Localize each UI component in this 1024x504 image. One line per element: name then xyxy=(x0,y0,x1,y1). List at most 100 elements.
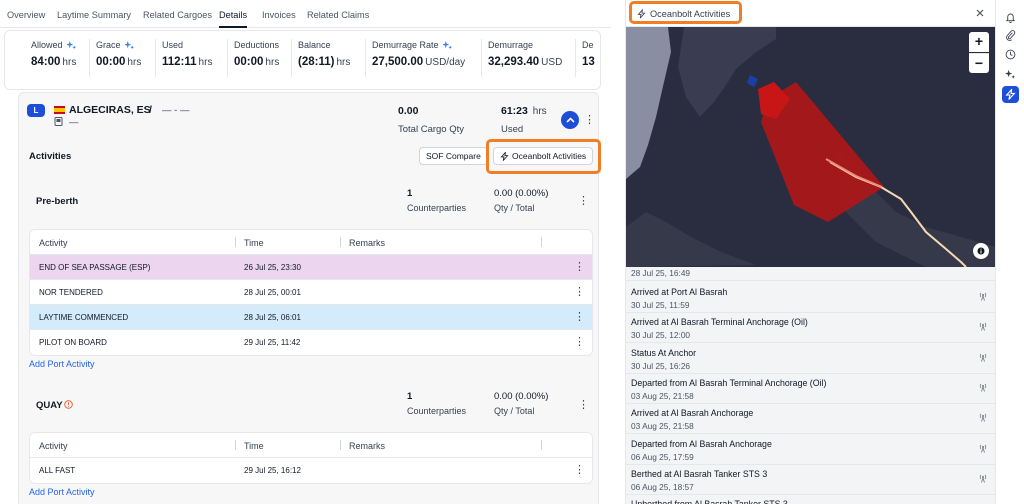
activity-time: 29 Jul 25, 11:42 xyxy=(244,338,301,347)
panel-header: Oceanbolt Activities xyxy=(626,0,995,27)
collapse-port-button[interactable] xyxy=(561,111,579,129)
tab-bar: Overview Laytime Summary Related Cargoes… xyxy=(0,0,611,28)
table-row[interactable]: END OF SEA PASSAGE (ESP) 26 Jul 25, 23:30… xyxy=(30,255,592,280)
port-used-label: Used xyxy=(501,124,524,135)
add-port-activity-link-quay[interactable]: Add Port Activity xyxy=(29,487,95,497)
event-title: Departed from Al Basrah Anchorage xyxy=(631,438,772,449)
table-row[interactable]: ALL FAST 29 Jul 25, 16:12 ⋮ xyxy=(30,458,592,483)
tab-related-cargoes[interactable]: Related Cargoes xyxy=(143,10,212,20)
metric-value: 00:00 xyxy=(234,56,264,68)
row-menu-button[interactable]: ⋮ xyxy=(574,311,585,323)
pre-berth-qty-value: 0.00 (0.00%) xyxy=(494,188,549,199)
event-item[interactable]: Arrived at Port Al Basrah 30 Jul 25, 11:5… xyxy=(626,283,995,313)
notifications-button[interactable] xyxy=(1002,9,1019,26)
metric-value: 00:00 xyxy=(96,56,126,68)
ais-signal-icon xyxy=(979,323,987,331)
sparkle-icon xyxy=(442,40,452,49)
metric-label: Balance xyxy=(298,40,331,50)
oceanbolt-rail-button[interactable] xyxy=(1002,86,1019,103)
event-item[interactable]: Departed from Al Basrah Anchorage 06 Aug … xyxy=(626,435,995,465)
activity-time: 29 Jul 25, 16:12 xyxy=(244,466,301,475)
metric-label: Deductions xyxy=(234,40,280,50)
metric-allowed: Allowed 84:00 hrs xyxy=(25,39,76,77)
tab-overview[interactable]: Overview xyxy=(7,10,46,20)
activity-name: PILOT ON BOARD xyxy=(39,338,107,347)
zoom-in-button[interactable]: + xyxy=(969,32,989,52)
metric-unit: hrs xyxy=(336,57,351,68)
ai-assist-button[interactable] xyxy=(1002,66,1019,83)
vessel-map[interactable]: + − xyxy=(626,27,995,267)
map-land-north xyxy=(678,27,776,117)
activities-title: Activities xyxy=(29,151,72,162)
metric-value: 84:00 xyxy=(31,56,61,68)
event-date: 06 Aug 25, 17:59 xyxy=(631,451,694,462)
metric-value: (28:11) xyxy=(298,56,335,68)
row-menu-button[interactable]: ⋮ xyxy=(574,286,585,298)
port-type-badge: L xyxy=(27,104,45,117)
table-row[interactable]: PILOT ON BOARD 29 Jul 25, 11:42 ⋮ xyxy=(30,330,592,355)
event-title: Departed from Al Basrah Terminal Anchora… xyxy=(631,377,827,388)
port-menu-button[interactable]: ⋮ xyxy=(584,114,595,126)
tab-invoices[interactable]: Invoices xyxy=(262,10,296,20)
attachments-button[interactable] xyxy=(1002,27,1019,44)
zoom-out-button[interactable]: − xyxy=(969,53,989,73)
activity-name: ALL FAST xyxy=(39,466,76,475)
table-row[interactable]: LAYTIME COMMENCED 28 Jul 25, 06:01 ⋮ xyxy=(30,305,592,330)
sparkle-icon xyxy=(66,40,76,49)
ais-signal-icon xyxy=(979,383,987,392)
event-date: 30 Jul 25, 12:00 xyxy=(631,330,691,341)
column-time: Time xyxy=(244,441,264,451)
chevron-up-icon xyxy=(565,117,575,123)
tab-laytime-summary[interactable]: Laytime Summary xyxy=(57,10,132,20)
cargo-qty-value: 0.00 xyxy=(398,105,419,117)
pre-berth-counterparties-value: 1 xyxy=(407,188,413,199)
event-item[interactable]: Arrived at Al Basrah Terminal Anchorage … xyxy=(626,313,995,344)
port-card-algeciras: L ALGECIRAS, ES / — - — — 0.00 Total Car… xyxy=(18,92,601,504)
metric-value: 27,500.00 xyxy=(372,56,424,68)
port-name: ALGECIRAS, ES xyxy=(69,104,151,116)
sparkle-icon xyxy=(124,40,134,49)
history-button[interactable] xyxy=(1002,46,1019,63)
close-icon[interactable] xyxy=(975,8,985,18)
oceanbolt-activities-label: Oceanbolt Activities xyxy=(512,151,587,161)
right-icon-rail xyxy=(995,0,1024,504)
metric-value: 13 xyxy=(582,56,595,68)
activity-time: 26 Jul 25, 23:30 xyxy=(244,263,301,272)
add-port-activity-link[interactable]: Add Port Activity xyxy=(29,359,95,369)
event-item[interactable]: Berthed at Al Basrah Tanker STS 3 06 Aug … xyxy=(626,465,995,495)
row-menu-button[interactable]: ⋮ xyxy=(574,261,585,273)
quay-menu-button[interactable]: ⋮ xyxy=(578,399,589,411)
column-remarks: Remarks xyxy=(349,441,386,451)
column-activity: Activity xyxy=(39,441,68,451)
table-header: Activity Time Remarks xyxy=(30,230,592,255)
sof-compare-button[interactable]: SOF Compare xyxy=(419,147,488,165)
event-item[interactable]: Unberthed from Al Basrah Tanker STS 3 xyxy=(626,495,995,504)
event-item[interactable]: Departed from Al Basrah Terminal Anchora… xyxy=(626,374,995,404)
quay-activity-table: Activity Time Remarks ALL FAST 29 Jul 25,… xyxy=(29,432,593,484)
metric-unit: USD/day xyxy=(425,57,466,68)
table-row[interactable]: NOR TENDERED 28 Jul 25, 00:01 ⋮ xyxy=(30,280,592,305)
quay-counterparties-label: Counterparties xyxy=(407,406,467,416)
terminal-icon xyxy=(54,117,63,126)
metric-demurrage-rate: Demurrage Rate 27,500.00 USD/day xyxy=(365,39,465,77)
tab-details[interactable]: Details xyxy=(219,10,248,28)
table-header: Activity Time Remarks xyxy=(30,433,592,458)
cargo-qty-label: Total Cargo Qty xyxy=(398,124,464,135)
oceanbolt-activities-button[interactable]: Oceanbolt Activities xyxy=(493,147,594,165)
warning-icon xyxy=(64,400,73,409)
metric-grace: Grace 00:00 hrs xyxy=(89,39,141,77)
row-menu-button[interactable]: ⋮ xyxy=(574,464,585,476)
pre-berth-menu-button[interactable]: ⋮ xyxy=(578,195,589,207)
event-item[interactable]: Arrived at Al Basrah Anchorage 03 Aug 25,… xyxy=(626,404,995,435)
column-remarks: Remarks xyxy=(349,238,386,248)
metric-label: Demurrage Rate xyxy=(372,40,439,50)
row-menu-button[interactable]: ⋮ xyxy=(574,336,585,348)
pre-berth-rows: END OF SEA PASSAGE (ESP) 26 Jul 25, 23:30… xyxy=(30,255,592,355)
event-item[interactable]: Status At Anchor 30 Jul 25, 16:26 xyxy=(626,344,995,374)
bell-icon xyxy=(1005,13,1016,23)
tab-related-claims[interactable]: Related Claims xyxy=(307,10,370,20)
map-info-button[interactable] xyxy=(973,243,989,259)
column-divider xyxy=(340,440,341,450)
quay-qty-value: 0.00 (0.00%) xyxy=(494,391,549,402)
map-canvas xyxy=(626,27,995,267)
